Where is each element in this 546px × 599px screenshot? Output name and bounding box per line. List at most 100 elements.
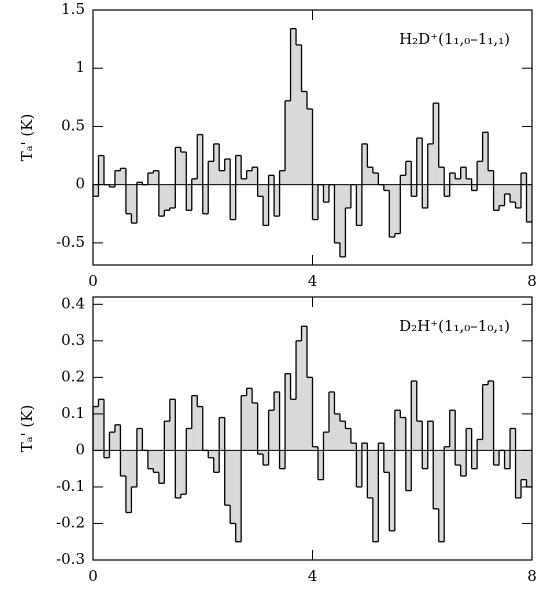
bar: [98, 155, 104, 185]
bar: [252, 402, 258, 451]
bar: [449, 173, 456, 185]
bar: [367, 450, 373, 498]
x-tick-label: 0: [88, 272, 98, 290]
bar: [274, 184, 280, 217]
bar: [526, 450, 532, 487]
bar: [268, 410, 275, 451]
bar: [208, 450, 214, 458]
bar: [345, 184, 351, 208]
bar: [521, 173, 527, 185]
bar: [389, 184, 395, 238]
bar: [438, 450, 445, 542]
bar: [433, 450, 439, 509]
bar: [213, 450, 220, 473]
bar: [158, 450, 165, 484]
bar: [285, 100, 291, 185]
bar: [488, 170, 494, 185]
bar: [427, 143, 434, 185]
bar: [164, 421, 170, 451]
bar: [449, 410, 456, 451]
bar: [455, 178, 461, 185]
y-tick-label: 1.5: [61, 0, 85, 18]
bar: [411, 184, 417, 197]
bar: [164, 184, 170, 211]
x-tick-label: 0: [88, 567, 98, 585]
x-tick-label: 8: [527, 272, 537, 290]
bar: [158, 184, 165, 217]
bar: [372, 450, 379, 542]
bar: [334, 184, 340, 243]
bar: [235, 450, 242, 542]
bar: [515, 184, 522, 208]
annotation: D₂H⁺(1₁,₀–1₀,₁): [399, 317, 510, 335]
y-tick-label: 0: [75, 175, 85, 193]
bar: [296, 44, 302, 185]
bar: [416, 421, 423, 451]
bar: [504, 184, 511, 194]
bar: [455, 450, 461, 466]
bar: [477, 439, 483, 451]
bar: [312, 446, 318, 451]
bar: [339, 184, 346, 257]
bar: [290, 399, 297, 451]
bar: [477, 161, 483, 185]
bar: [411, 381, 417, 451]
bar: [422, 184, 428, 208]
bar: [383, 450, 390, 473]
bar: [224, 450, 231, 506]
bar: [274, 391, 280, 451]
annotation: H₂D⁺(1₁,₀–1₁,₁): [399, 30, 510, 48]
bar: [515, 450, 522, 498]
bar: [213, 143, 220, 185]
y-tick-label: 1: [75, 58, 85, 76]
bar: [230, 184, 236, 220]
bar: [175, 450, 181, 498]
bar: [109, 432, 115, 451]
bar: [405, 161, 412, 185]
bar: [197, 134, 203, 185]
x-tick-label: 4: [308, 272, 318, 290]
y-tick-label: -0.3: [56, 550, 85, 568]
bar: [301, 91, 308, 185]
bar: [114, 424, 121, 451]
bar: [438, 167, 445, 185]
bar: [493, 184, 500, 211]
bar: [191, 395, 198, 451]
bar: [93, 184, 99, 197]
bar: [180, 152, 187, 185]
bar: [356, 450, 362, 487]
bar: [180, 450, 187, 495]
y-tick-label: 0.4: [61, 294, 85, 312]
bar: [433, 103, 439, 185]
bar: [241, 178, 247, 185]
y-tick-label: 0.2: [61, 367, 85, 385]
bar: [257, 184, 264, 197]
bar: [383, 184, 390, 191]
bar: [471, 184, 478, 191]
bar: [394, 184, 401, 234]
bar: [268, 175, 275, 185]
bar: [136, 182, 143, 185]
bar: [241, 395, 247, 451]
y-tick-label: 0.3: [61, 331, 85, 349]
bar: [131, 450, 137, 487]
bar: [109, 184, 115, 187]
bar: [147, 173, 154, 185]
bar: [350, 443, 357, 451]
bar: [378, 443, 384, 451]
bar: [427, 421, 434, 451]
y-axis-label: Tₐ' (K): [18, 114, 36, 162]
bar: [345, 428, 351, 451]
y-tick-label: 0.1: [61, 404, 85, 422]
bar: [202, 184, 209, 214]
bar: [471, 450, 478, 469]
bar: [296, 340, 302, 451]
bar: [394, 410, 401, 451]
y-tick-label: -0.2: [56, 513, 85, 531]
bar: [169, 184, 176, 208]
bar: [328, 391, 335, 451]
bar: [521, 450, 527, 480]
bar: [290, 28, 297, 185]
y-tick-label: -0.5: [56, 233, 85, 251]
bar: [224, 159, 231, 185]
